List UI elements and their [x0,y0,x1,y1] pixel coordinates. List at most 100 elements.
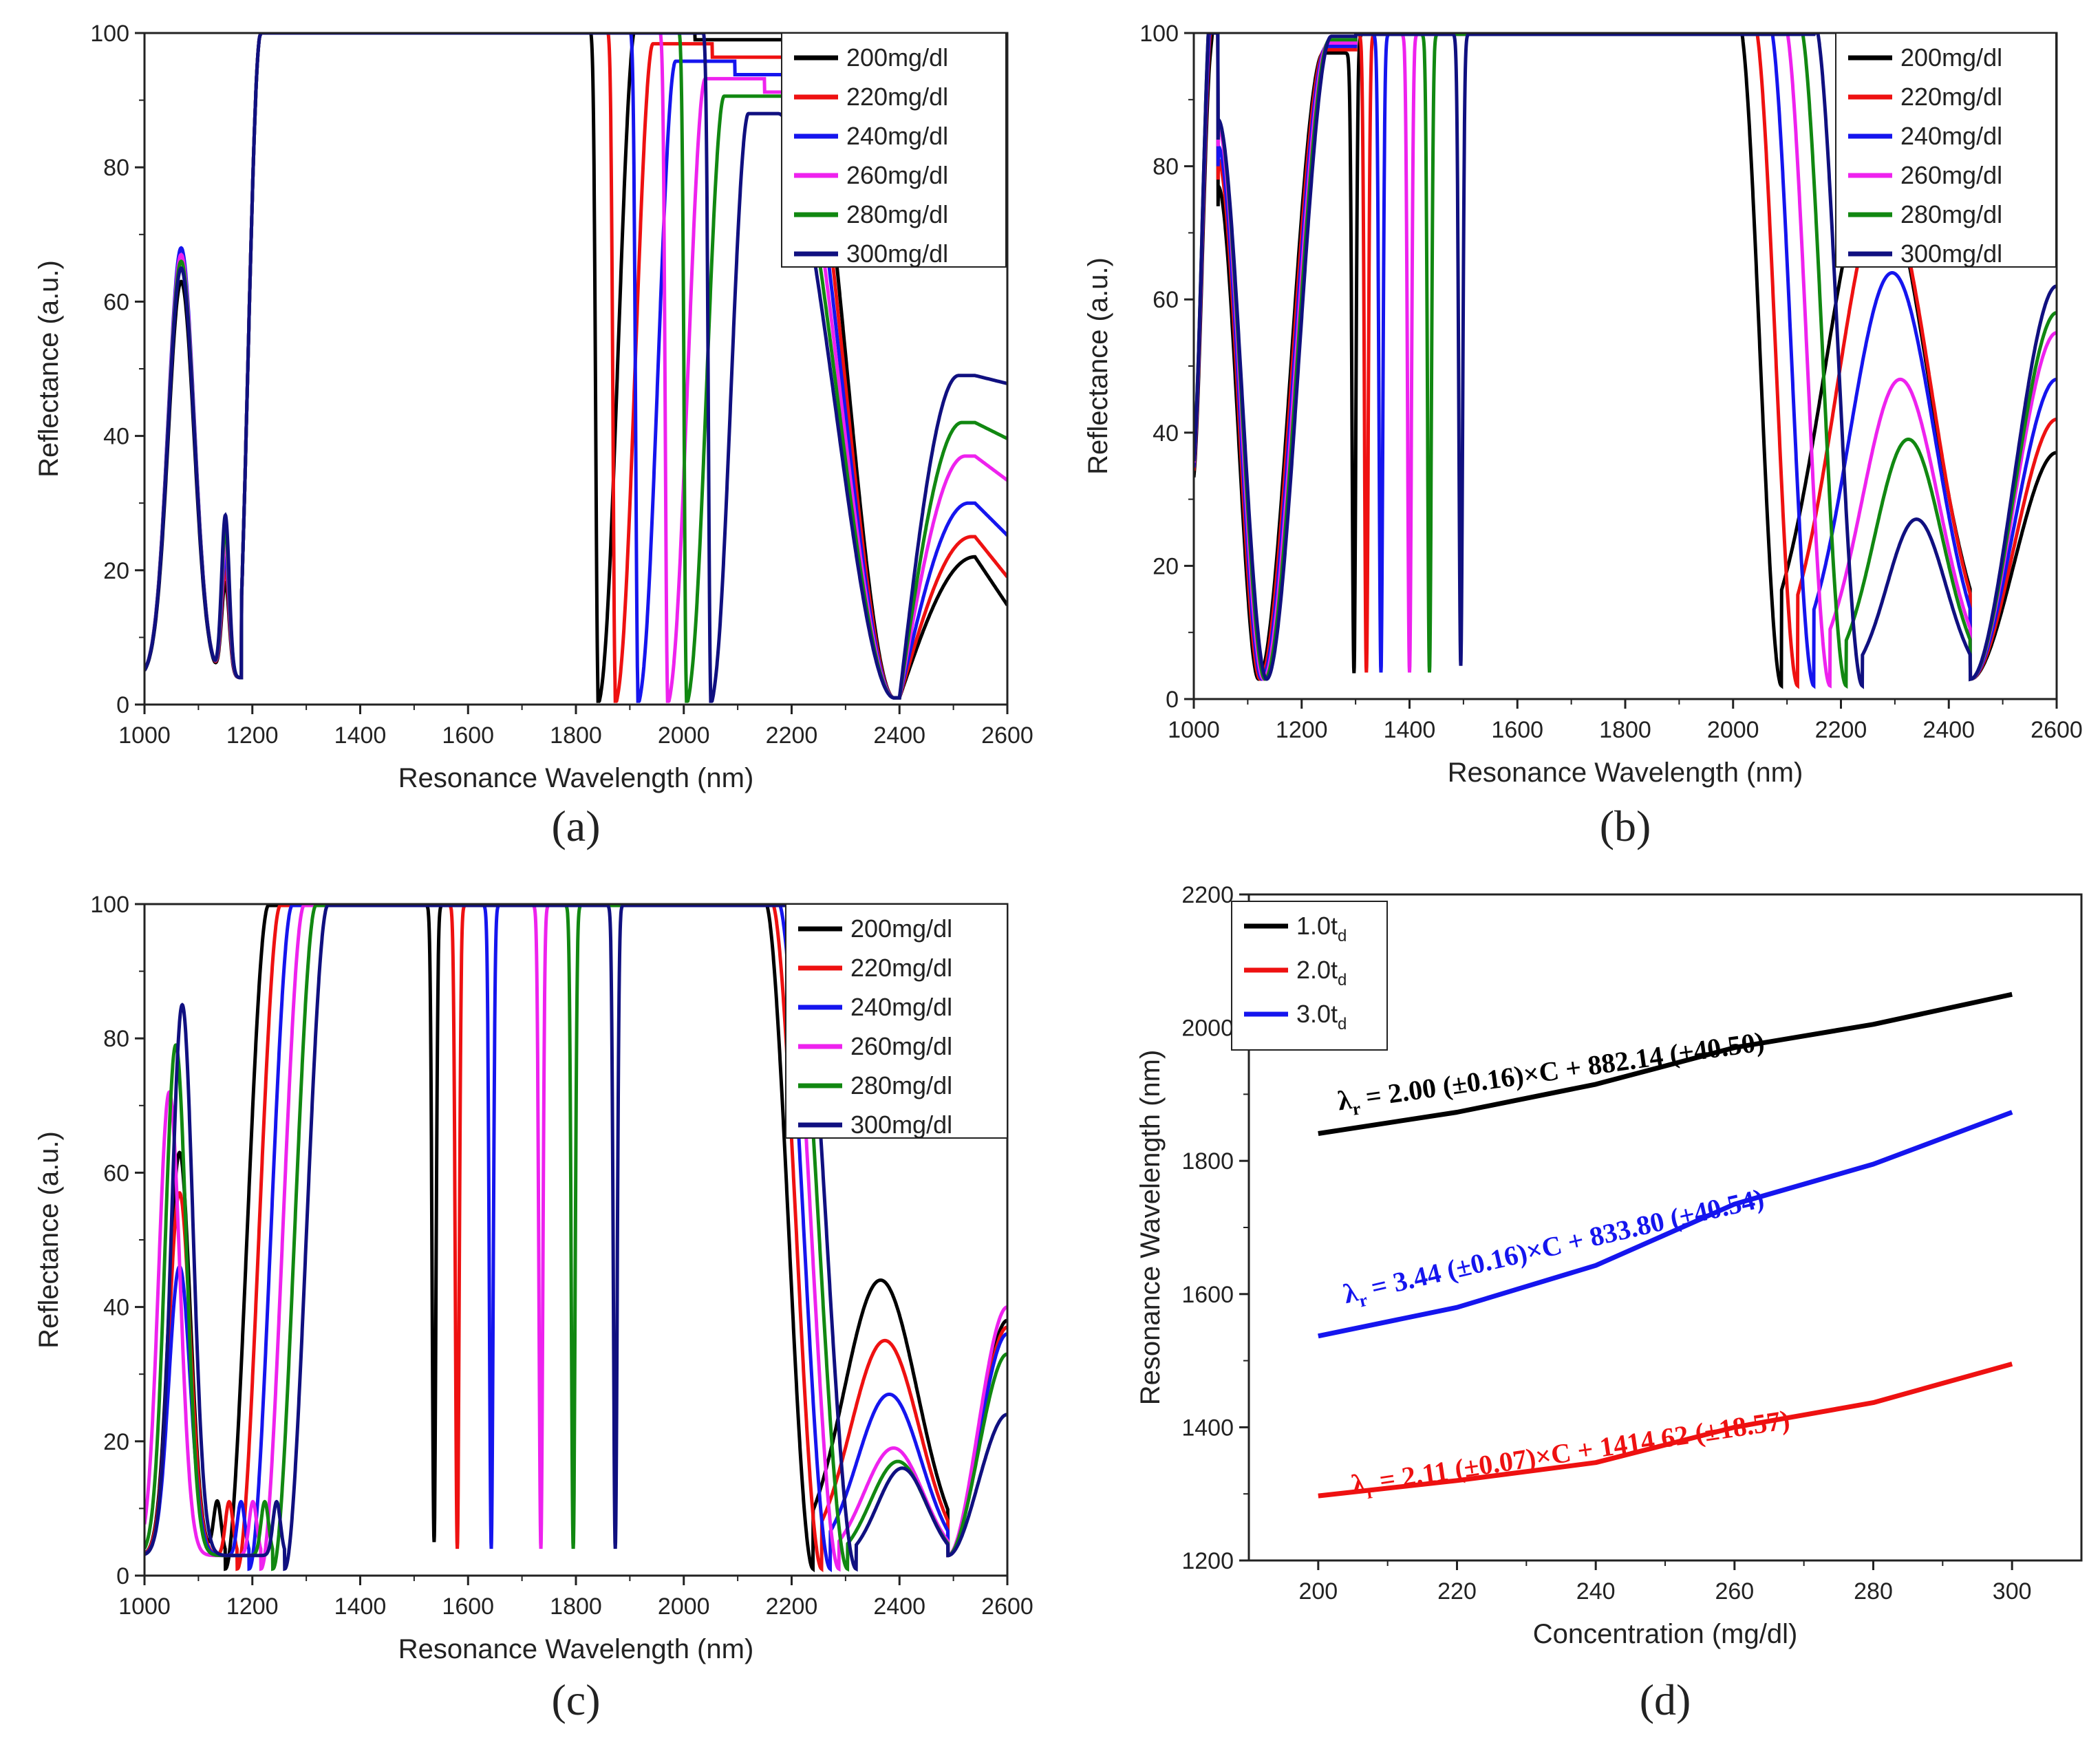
x-tick-label: 1600 [1491,717,1543,743]
y-tick-label: 1600 [1181,1282,1234,1308]
legend-c: 200mg/dl 220mg/dl 240mg/dl 260mg/dl 280mg/dl… [785,903,1008,1139]
x-tick-label: 1400 [334,1594,387,1620]
legend-entry: 240mg/dl [846,122,948,150]
y-tick-label: 1800 [1181,1148,1234,1174]
series-line-3.0td [1318,1110,2013,1339]
y-tick-label: 80 [1153,154,1179,180]
y-tick-label: 60 [103,289,129,315]
legend-subscript: d [1338,971,1347,989]
x-axis-label: Concentration (mg/dl) [1533,1619,1798,1649]
y-tick-label: 100 [90,892,129,918]
y-tick-label: 0 [116,692,129,718]
x-tick-label: 1600 [442,722,494,749]
legend-entry: 240mg/dl [1900,122,2002,150]
legend-entry: 220mg/dl [846,83,948,111]
x-axis-label: Resonance Wavelength (nm) [398,763,754,793]
x-tick-label: 2000 [1707,717,1759,743]
y-tick-label: 40 [1153,420,1179,447]
y-tick-label: 1200 [1181,1548,1234,1574]
series-line-240mg/dl [144,33,1007,703]
panel-d: 200 220 240 260 280 300 1200 1400 1600 1800 2000 22… [1135,882,2083,1724]
y-tick-label: 40 [103,424,129,450]
y-tick-label: 20 [1153,553,1179,579]
legend-entry: 260mg/dl [850,1032,952,1060]
x-tick-label: 1200 [226,722,279,749]
legend-entry: 220mg/dl [850,954,952,982]
plot-area-c [144,904,1007,1573]
x-tick-label: 1800 [550,722,602,749]
panel-caption: (b) [1600,802,1651,850]
legend-entry: 260mg/dl [846,161,948,189]
legend-entry: 280mg/dl [846,200,948,228]
equation-body: = 3.44 (±0.16)×C + 833.80 (±40.54) [1361,1183,1766,1305]
legend-entry: 260mg/dl [1900,161,2002,189]
x-tick-label: 1000 [118,1594,171,1620]
x-tick-label: 2200 [1815,717,1867,743]
x-tick-label: 1400 [1384,717,1436,743]
y-tick-label: 60 [103,1160,129,1186]
legend-entry: 200mg/dl [850,914,952,943]
y-tick-label: 100 [90,21,129,47]
y-tick-label: 0 [1166,687,1179,713]
equation-subscript: r [1365,1482,1376,1503]
x-tick-label: 220 [1437,1578,1477,1605]
x-tick-label: 260 [1715,1578,1754,1605]
legend-box [785,903,1008,1139]
legend-entry: 220mg/dl [1900,83,2002,111]
x-tick-label: 240 [1576,1578,1616,1605]
panel-b: 1000 1200 1400 1600 1800 2000 2200 2400 2600 0 20 4… [1083,21,2083,850]
plot-area-b [1194,33,2057,689]
equation-body: = 2.11 (±0.07)×C + 1414.62 (±18.57) [1371,1404,1792,1496]
x-tick-label: 2600 [981,722,1033,749]
x-tick-label: 2600 [2031,717,2083,743]
y-tick-label: 20 [103,558,129,584]
x-tick-label: 2600 [981,1594,1033,1620]
regression-equation: λr = 3.44 (±0.16)×C + 833.80 (±40.54) [1340,1183,1768,1314]
y-tick-label: 80 [103,1026,129,1052]
panel-caption: (d) [1640,1675,1691,1724]
x-tick-label: 1600 [442,1594,494,1620]
x-tick-label: 2000 [658,1594,710,1620]
x-tick-label: 1800 [550,1594,602,1620]
y-tick-label: 100 [1139,21,1179,47]
series-line-220mg/dl [144,33,1007,703]
equation-subscript: r [1351,1098,1362,1119]
x-tick-label: 1400 [334,722,387,749]
x-tick-label: 2400 [873,722,925,749]
panel-c: 1000 1200 1400 1600 1800 2000 2200 2400 2600 0 20 4… [34,892,1033,1724]
x-tick-label: 1200 [226,1594,279,1620]
series-line-200mg/dl [144,33,1007,703]
y-tick-label: 1400 [1181,1415,1234,1441]
x-tick-label: 2400 [873,1594,925,1620]
legend-box [1835,32,2057,268]
x-tick-label: 300 [1993,1578,2032,1605]
y-axis-label: Reflectance (a.u.) [1083,257,1113,475]
x-tick-label: 200 [1298,1578,1338,1605]
y-tick-label: 60 [1153,287,1179,313]
x-axis-label: Resonance Wavelength (nm) [398,1634,754,1664]
series-line-2.0td [1318,1362,2013,1499]
y-axis-label: Reflectance (a.u.) [34,1131,64,1349]
panel-caption: (c) [551,1675,600,1724]
x-tick-label: 280 [1854,1578,1893,1605]
series-line-1.0td [1318,991,2013,1136]
panel-a: 1000 1200 1400 1600 1800 2000 2200 2400 2600 0 20 4… [34,21,1033,850]
x-tick-label: 2200 [766,722,818,749]
legend-subscript: d [1338,1015,1347,1033]
y-tick-label: 0 [116,1563,129,1589]
series-line-300mg/dl [144,904,1007,1572]
legend-a: 200mg/dl 220mg/dl 240mg/dl 260mg/dl 280mg/dl… [781,32,1007,268]
y-tick-label: 80 [103,155,129,181]
series-line-280mg/dl [144,904,1007,1572]
legend-entry: 300mg/dl [1900,239,2002,268]
equation-body: = 2.00 (±0.16)×C + 882.14 (±40.50) [1357,1026,1766,1113]
x-tick-label: 1000 [118,722,171,749]
regression-equation: λr = 2.11 (±0.07)×C + 1414.62 (±18.57) [1349,1404,1792,1505]
x-tick-label: 1000 [1168,717,1220,743]
series-line-300mg/dl [144,33,1007,703]
y-tick-label: 2000 [1181,1016,1234,1042]
y-tick-label: 40 [103,1295,129,1321]
y-axis-label: Reflectance (a.u.) [34,260,64,478]
